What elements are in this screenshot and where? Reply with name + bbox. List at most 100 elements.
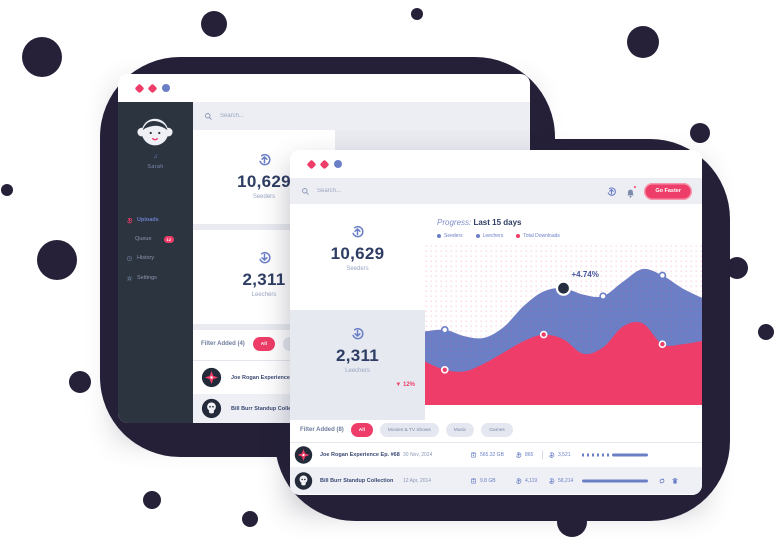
window-maximize-icon[interactable] [334,160,342,168]
decorative-dot [143,491,161,509]
front-window-titlebar [290,150,702,178]
trash-icon[interactable] [671,477,679,485]
leechers-download-icon [257,250,272,265]
sync-icon[interactable] [658,477,666,485]
go-faster-button[interactable]: Go Faster [644,182,692,200]
progress-solid-segment [582,479,648,482]
progress-solid-segment [612,453,648,457]
legend-item-total-downloads[interactable]: Total Downloads [516,233,560,239]
chart-annotation: +4.74% [572,270,599,279]
window-minimize-icon[interactable] [147,83,158,93]
sidebar-item-label: Uploads [137,217,159,223]
search-input[interactable] [218,112,298,120]
decorative-dot [201,11,227,37]
sidebar-item-queue[interactable]: Queue 12 [118,232,193,246]
progress-bar [582,453,648,457]
chart-title: Progress: Last 15 days [437,218,522,227]
torrent-title: Bill Burr Standup Collection [320,477,394,484]
seeders-label: Seeders [252,194,276,200]
back-window-titlebar [118,74,530,102]
notifications-bell-icon[interactable] [625,184,638,197]
sidebar-item-label: Queue [135,236,152,242]
search-icon [204,112,213,121]
front-window: Go Faster 10,629 Seeders 2,311 Leechers … [290,150,702,495]
decorative-dot [411,8,423,20]
chart-marker [658,340,667,348]
notification-dot [633,184,638,189]
torrent-avatar [201,367,222,388]
torrent-avatar [201,398,222,419]
legend-item-leechers[interactable]: Leechers [475,233,503,239]
legend-dot [475,234,480,238]
chart-marker [658,271,667,280]
toolbar [290,178,702,204]
window-close-icon[interactable] [306,159,317,169]
chart-marker [440,326,449,334]
filter-pill-movies-tv[interactable]: Movies & TV Shows [379,423,439,437]
filter-pill-all[interactable]: All [350,423,373,437]
upload-icon[interactable] [606,186,617,197]
filter-pill-games[interactable]: Games [481,423,513,437]
seeders-count: 4,119 [525,477,538,484]
divider [542,450,543,460]
filter-label: Filter Added (8) [300,427,344,433]
app-logo-icon: ♫ [153,154,158,160]
progress-dotted-segment [582,453,612,457]
leechers-download-icon [350,326,365,341]
seeders-up-icon [515,477,522,484]
chart-legend: Seeders Leechers Total Downloads [437,233,560,239]
queue-badge: 12 [163,235,174,243]
torrent-avatar [294,471,313,490]
window-maximize-icon[interactable] [162,84,170,92]
decorative-dot [1,184,13,196]
search-input[interactable] [315,187,395,195]
filter-label: Filter Added (4) [201,341,245,347]
decorative-dot [69,371,91,393]
decorative-dot [557,507,587,537]
seeders-count: 865 [525,452,534,458]
torrent-date: 12 Apr, 2014 [403,477,432,484]
window-minimize-icon[interactable] [319,159,330,169]
seeders-upload-icon [257,152,272,167]
history-clock-icon [126,255,133,262]
disk-icon [470,477,477,484]
torrent-title: Joe Rogan Experience Ep. #68 [320,452,400,458]
legend-item-seeders[interactable]: Seeders [437,233,463,239]
chart-marker [599,292,607,301]
decorative-dot [726,257,748,279]
leechers-down-icon [548,477,555,484]
filter-pill-music[interactable]: Music [445,423,475,437]
torrent-size: 9.8 GB [480,477,496,484]
toolbar-actions: Go Faster [606,178,692,204]
decorative-dot [758,324,774,340]
leechers-down-icon [548,452,555,459]
torrent-date: 30 Nov, 2024 [403,452,433,458]
seeders-value: 10,629 [237,172,291,191]
seeders-upload-icon [350,224,365,239]
leechers-value: 2,311 [242,270,286,289]
seeders-label: Seeders [346,266,369,272]
sidebar-item-settings[interactable]: Settings [118,271,193,285]
settings-gear-icon [126,275,133,282]
user-name: Sarah [147,164,164,170]
upload-icon [126,217,133,224]
torrent-title: Joe Rogan Experience Ep. #68 [231,374,311,381]
torrent-title: Bill Burr Standup Collection [231,405,305,412]
filter-pill-all[interactable]: All [252,337,275,351]
decorative-dot [627,26,659,58]
sidebar-item-history[interactable]: History [118,251,193,265]
leechers-label: Leechers [345,368,370,374]
disk-icon [470,452,477,459]
leechers-stat-card: 2,311 Leechers ▼ 12% [290,310,425,420]
table-row[interactable]: Bill Burr Standup Collection 12 Apr, 201… [290,467,702,494]
filter-row: Filter Added (8) All Movies & TV Shows M… [290,420,702,440]
window-close-icon[interactable] [134,83,145,93]
sidebar-item-uploads[interactable]: Uploads [118,213,193,227]
decorative-dot [22,37,62,77]
user-avatar[interactable] [136,114,174,152]
sidebar: ♫ Sarah Uploads Queue 12 History Setting… [118,102,193,423]
table-row[interactable]: Joe Rogan Experience Ep. #68 30 Nov, 202… [290,442,702,467]
seeders-value: 10,629 [330,244,385,263]
search-icon [301,187,310,196]
seeders-stat-card: 10,629 Seeders [290,204,425,310]
